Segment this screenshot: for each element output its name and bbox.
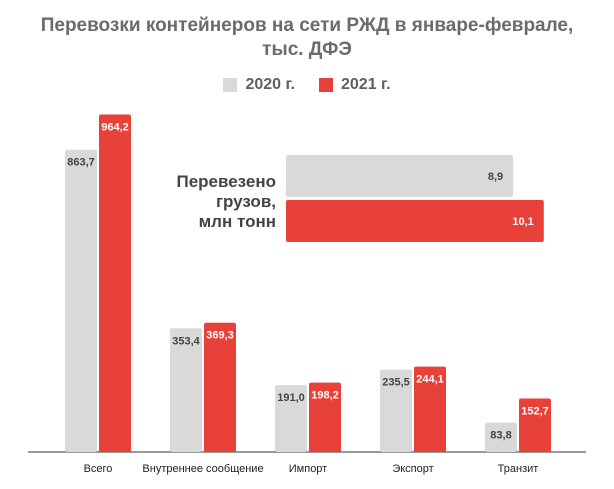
category-label-2: Импорт xyxy=(289,463,327,475)
bar-value-label-2020-0: 863,7 xyxy=(67,157,95,169)
inset-title-line-0: Перевезено xyxy=(176,172,276,191)
category-label-3: Экспорт xyxy=(392,463,433,475)
legend-item-2020: 2020 г. xyxy=(223,76,295,94)
bar-value-label-2021-2: 198,2 xyxy=(311,390,339,402)
bar-2020-4 xyxy=(485,422,517,452)
bar-value-label-2020-1: 353,4 xyxy=(172,335,200,347)
bar-value-label-2020-4: 83,8 xyxy=(490,430,511,442)
legend-item-2021: 2021 г. xyxy=(319,76,391,94)
bar-2020-0 xyxy=(65,149,97,452)
bar-value-label-2020-3: 235,5 xyxy=(382,377,410,389)
bar-2021-4 xyxy=(519,398,551,452)
legend-label-2020: 2020 г. xyxy=(245,76,295,93)
inset-value-label-2020: 8,9 xyxy=(488,171,503,183)
chart-title: Перевозки контейнеров на сети РЖД в янва… xyxy=(0,14,614,62)
bar-value-label-2020-2: 191,0 xyxy=(277,392,305,404)
chart-title-line1: Перевозки контейнеров на сети РЖД в янва… xyxy=(40,15,574,36)
legend-swatch-2020 xyxy=(223,78,238,92)
category-label-4: Транзит xyxy=(498,463,539,475)
legend-label-2021: 2021 г. xyxy=(341,76,391,93)
bar-2021-3 xyxy=(414,366,446,452)
bar-value-label-2021-1: 369,3 xyxy=(206,330,234,342)
bar-2020-1 xyxy=(170,328,202,452)
bar-2021-0 xyxy=(99,114,131,452)
inset-title-line-2: млн тонн xyxy=(199,212,276,231)
bar-2020-3 xyxy=(380,369,412,452)
bar-2021-2 xyxy=(309,382,341,452)
category-label-1: Внутреннее сообщение xyxy=(142,463,263,475)
inset-title-line-1: грузов, xyxy=(216,192,276,211)
bar-value-label-2021-0: 964,2 xyxy=(101,122,129,134)
inset-bar-2020 xyxy=(286,155,514,197)
bar-value-label-2021-3: 244,1 xyxy=(416,374,444,386)
bar-value-label-2021-4: 152,7 xyxy=(521,406,549,418)
inset-value-label-2021: 10,1 xyxy=(512,216,533,228)
chart-title-line2: тыс. ДФЭ xyxy=(262,39,352,60)
legend: 2020 г. 2021 г. xyxy=(0,76,614,94)
legend-swatch-2021 xyxy=(319,78,333,92)
bar-2021-1 xyxy=(204,322,236,452)
category-label-0: Всего xyxy=(84,463,113,475)
bar-2020-2 xyxy=(275,385,307,452)
inset-bar-2021 xyxy=(286,200,544,242)
